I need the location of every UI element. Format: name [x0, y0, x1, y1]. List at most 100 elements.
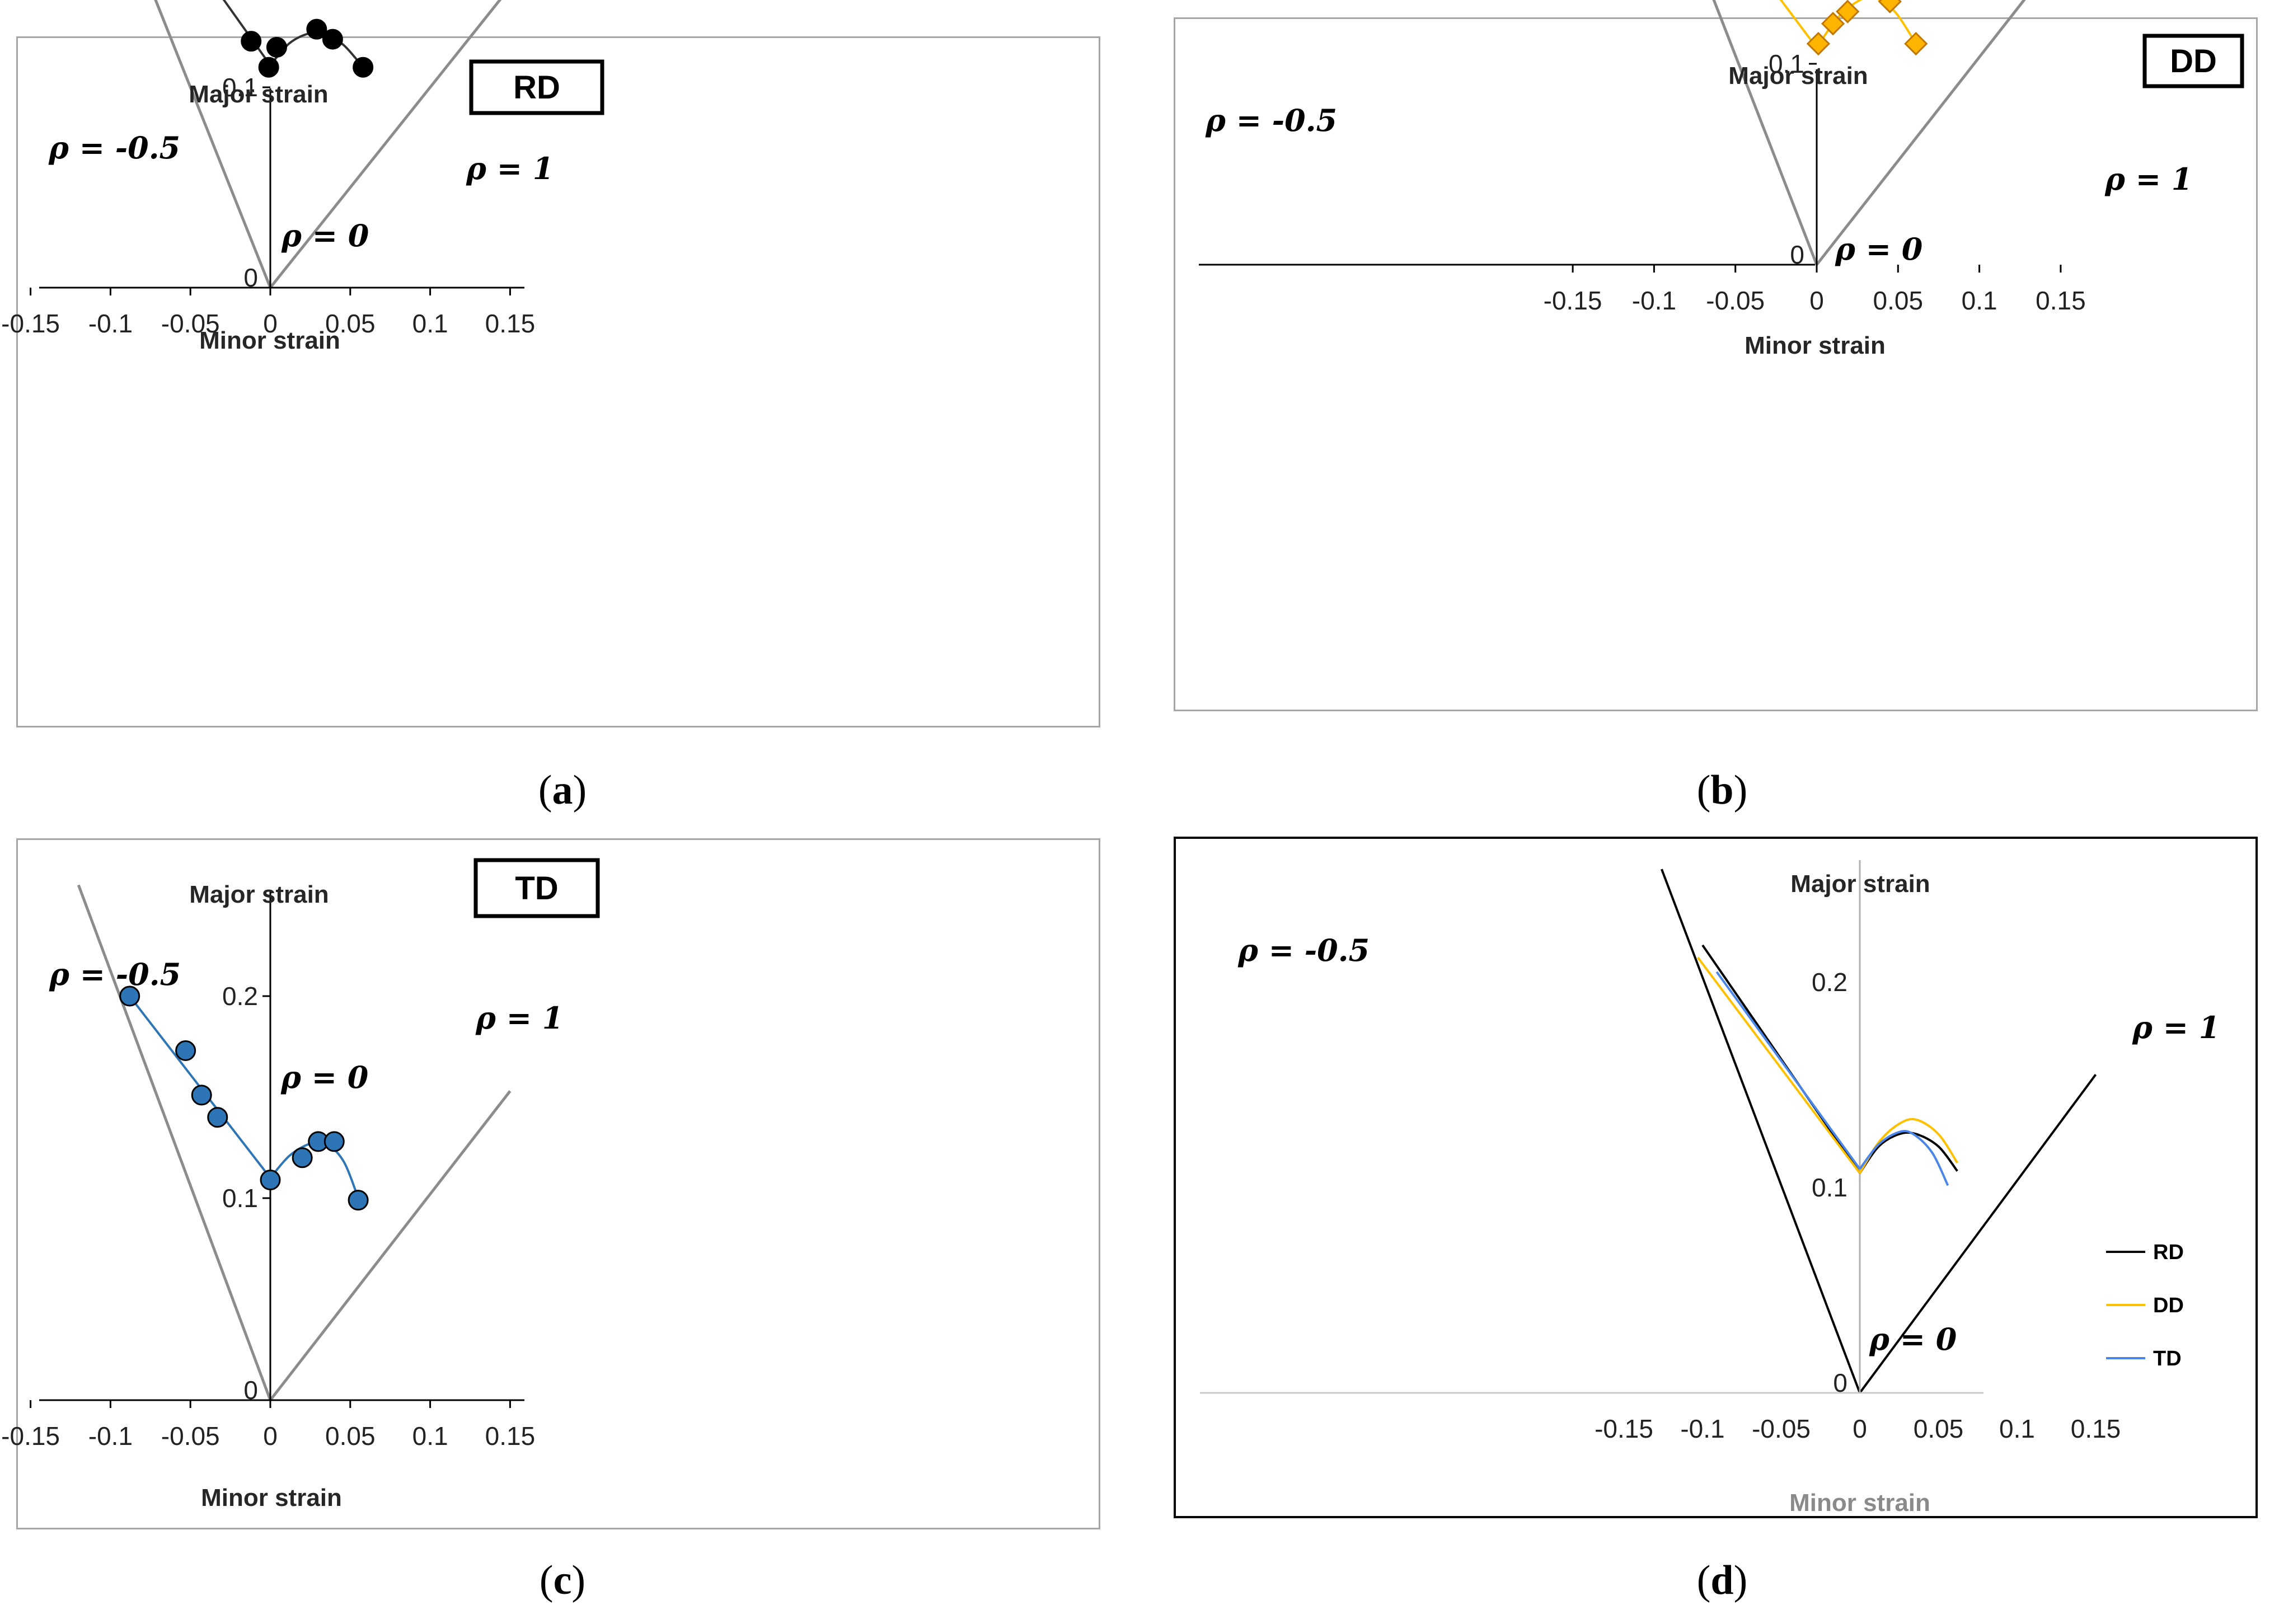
- chart-rd-annotation-rho-neg05: ρ = -0.5: [48, 130, 180, 166]
- chart-rd-data-point-8: [353, 57, 374, 78]
- chart-td-data-point-5: [292, 1147, 313, 1168]
- chart-td-x-tick-label-5: 0.1: [412, 1421, 448, 1451]
- caption-a-label: a: [552, 767, 573, 813]
- chart-combined-svg: -0.15 -0.1 -0.05 0 0.05 0.1 0.15 0 0.1 0.2 Major s…: [1200, 860, 2220, 1517]
- chart-td-x-tick-label-6: 0.15: [485, 1421, 536, 1451]
- caption-d: (d): [1696, 1557, 1748, 1603]
- chart-combined-x-tick-label-0: -0.15: [1595, 1414, 1653, 1443]
- chart-td-x-tick-label-3: 0: [263, 1421, 278, 1451]
- chart-dd-x-axis-title: Minor strain: [1745, 332, 1886, 359]
- chart-td-x-tick-label-1: -0.1: [88, 1421, 133, 1451]
- chart-combined-series-td-right-curve: [1859, 1130, 1949, 1186]
- chart-td-y-tick-label-2: 0.2: [222, 982, 258, 1011]
- chart-dd-fit-line-left: [1779, 0, 1818, 49]
- chart-combined-boundary-line-1: [1661, 869, 1861, 1393]
- chart-td-y-axis-title: Major strain: [189, 881, 329, 908]
- chart-td-annotation-rho-1: ρ = 1: [475, 1000, 563, 1036]
- chart-dd-annotation-rho-neg05: ρ = -0.5: [1205, 102, 1337, 138]
- chart-combined-series-dd-right-curve: [1859, 1118, 1958, 1174]
- chart-rd-x-tick-label-3: 0: [263, 309, 278, 338]
- chart-dd-data-point-5: [1821, 12, 1845, 36]
- chart-td-x-tick-label-0: -0.15: [1, 1421, 60, 1451]
- chart-td-x-tick-label-4: 0.05: [325, 1421, 376, 1451]
- chart-rd-boundary-line-1: [154, 0, 272, 288]
- chart-rd-label-text: RD: [513, 69, 560, 106]
- chart-rd-x-axis-title: Minor strain: [199, 327, 340, 354]
- chart-rd-y-axis-title: Major strain: [189, 81, 328, 108]
- chart-panel-combined: -0.15 -0.1 -0.05 0 0.05 0.1 0.15 0 0.1 0.2 Major s…: [1174, 837, 2258, 1518]
- chart-rd-x-tick-label-5: 0.1: [412, 309, 448, 338]
- chart-rd-data-point-5: [266, 36, 287, 58]
- chart-rd-data-point-3: [241, 31, 262, 52]
- chart-td-data-point-1: [175, 1040, 196, 1061]
- chart-dd-x-tick-label-6: 0.15: [2036, 286, 2086, 315]
- chart-panel-td: -0.15 -0.1 -0.05 0 0.05 0.1 0.15 0 0.1 0.2 Major s…: [1, 838, 1100, 1529]
- chart-combined-legend-label-rd: RD: [2153, 1241, 2184, 1264]
- chart-dd-x-tick-label-5: 0.1: [1962, 286, 1997, 315]
- chart-combined-y-axis-title: Major strain: [1790, 870, 1930, 898]
- chart-combined-boundary-line-2: [1859, 1073, 2097, 1394]
- chart-rd-fit-line-left: [222, 0, 271, 66]
- chart-td-data-point-2: [191, 1085, 212, 1106]
- chart-dd-y-tick-label-0: 0: [1790, 240, 1804, 269]
- chart-dd-annotation-rho-0: ρ = 0: [1835, 231, 1922, 267]
- chart-dd-x-tick-label-3: 0: [1809, 286, 1824, 315]
- chart-td-x-axis-title: Minor strain: [201, 1484, 342, 1512]
- chart-dd-annotation-rho-1: ρ = 1: [2104, 161, 2192, 197]
- chart-combined-x-tick-label-2: -0.05: [1752, 1414, 1811, 1443]
- chart-dd-data-point-6: [1836, 0, 1860, 24]
- chart-td-boundary-line-2: [269, 1090, 512, 1401]
- chart-rd-label-box: [469, 59, 604, 115]
- chart-combined-y-tick-label-2: 0.2: [1812, 968, 1847, 997]
- chart-combined-annotation-rho-1: ρ = 1: [2132, 1010, 2220, 1045]
- chart-dd-y-axis-title: Major strain: [1728, 62, 1868, 90]
- chart-combined-series-dd-left-line: [1696, 956, 1861, 1174]
- chart-rd-y-tick-label-0: 0: [243, 263, 258, 292]
- chart-td-annotation-rho-neg05: ρ = -0.5: [49, 956, 181, 992]
- chart-dd-x-tick-label-2: -0.05: [1706, 286, 1765, 315]
- chart-combined-annotation-rho-0: ρ = 0: [1869, 1321, 1957, 1357]
- chart-td-x-tick-label-2: -0.05: [161, 1421, 220, 1451]
- chart-td-data-point-7: [323, 1131, 345, 1152]
- chart-td-data-point-8: [348, 1190, 369, 1211]
- chart-combined-x-tick-label-6: 0.15: [2071, 1414, 2121, 1443]
- chart-dd-y-tick-label-1: 0.1: [1769, 49, 1804, 78]
- chart-td-data-point-4: [260, 1170, 281, 1191]
- chart-rd-annotation-rho-1: ρ = 1: [466, 151, 554, 186]
- chart-dd-label-text: DD: [2170, 43, 2217, 79]
- chart-combined-y-tick-label-1: 0.1: [1812, 1173, 1847, 1202]
- chart-combined-annotation-rho-neg05: ρ = -0.5: [1237, 932, 1370, 968]
- chart-rd-x-tick-label-4: 0.05: [325, 309, 376, 338]
- chart-combined-x-axis-title: Minor strain: [1789, 1489, 1930, 1517]
- chart-td-boundary-line-1: [77, 884, 272, 1401]
- chart-td-y-tick-label-0: 0: [243, 1376, 258, 1405]
- chart-dd-boundary-line-1: [1712, 0, 1818, 265]
- chart-dd-data-point-8: [1904, 31, 1928, 56]
- chart-td-label-text: TD: [515, 870, 558, 907]
- chart-dd-data-point-7: [1878, 0, 1902, 13]
- chart-rd-x-tick-label-6: 0.15: [485, 309, 536, 338]
- chart-rd-x-tick-label-0: -0.15: [1, 309, 60, 338]
- chart-dd-x-tick-label-4: 0.05: [1873, 286, 1924, 315]
- chart-dd-label-box: [2142, 34, 2244, 88]
- caption-d-label: d: [1710, 1557, 1734, 1603]
- chart-dd-x-tick-label-1: -0.1: [1632, 286, 1676, 315]
- chart-combined-y-tick-label-0: 0: [1833, 1368, 1847, 1397]
- chart-rd-x-tick-label-1: -0.1: [88, 309, 133, 338]
- chart-rd-data-point-7: [322, 29, 343, 50]
- chart-combined-x-tick-label-1: -0.1: [1680, 1414, 1724, 1443]
- chart-td-svg: -0.15 -0.1 -0.05 0 0.05 0.1 0.15 0 0.1 0.2 Major s…: [1, 858, 600, 1512]
- chart-dd-x-tick-label-0: -0.15: [1544, 286, 1602, 315]
- chart-dd-data-point-4: [1806, 31, 1831, 56]
- chart-td-annotation-rho-0: ρ = 0: [280, 1059, 368, 1095]
- caption-c-label: c: [553, 1557, 572, 1603]
- chart-td-y-tick-label-1: 0.1: [222, 1184, 258, 1213]
- caption-b: (b): [1696, 767, 1748, 813]
- caption-c: (c): [539, 1557, 586, 1603]
- caption-a: (a): [538, 767, 587, 813]
- chart-combined-legend-label-td: TD: [2153, 1347, 2182, 1370]
